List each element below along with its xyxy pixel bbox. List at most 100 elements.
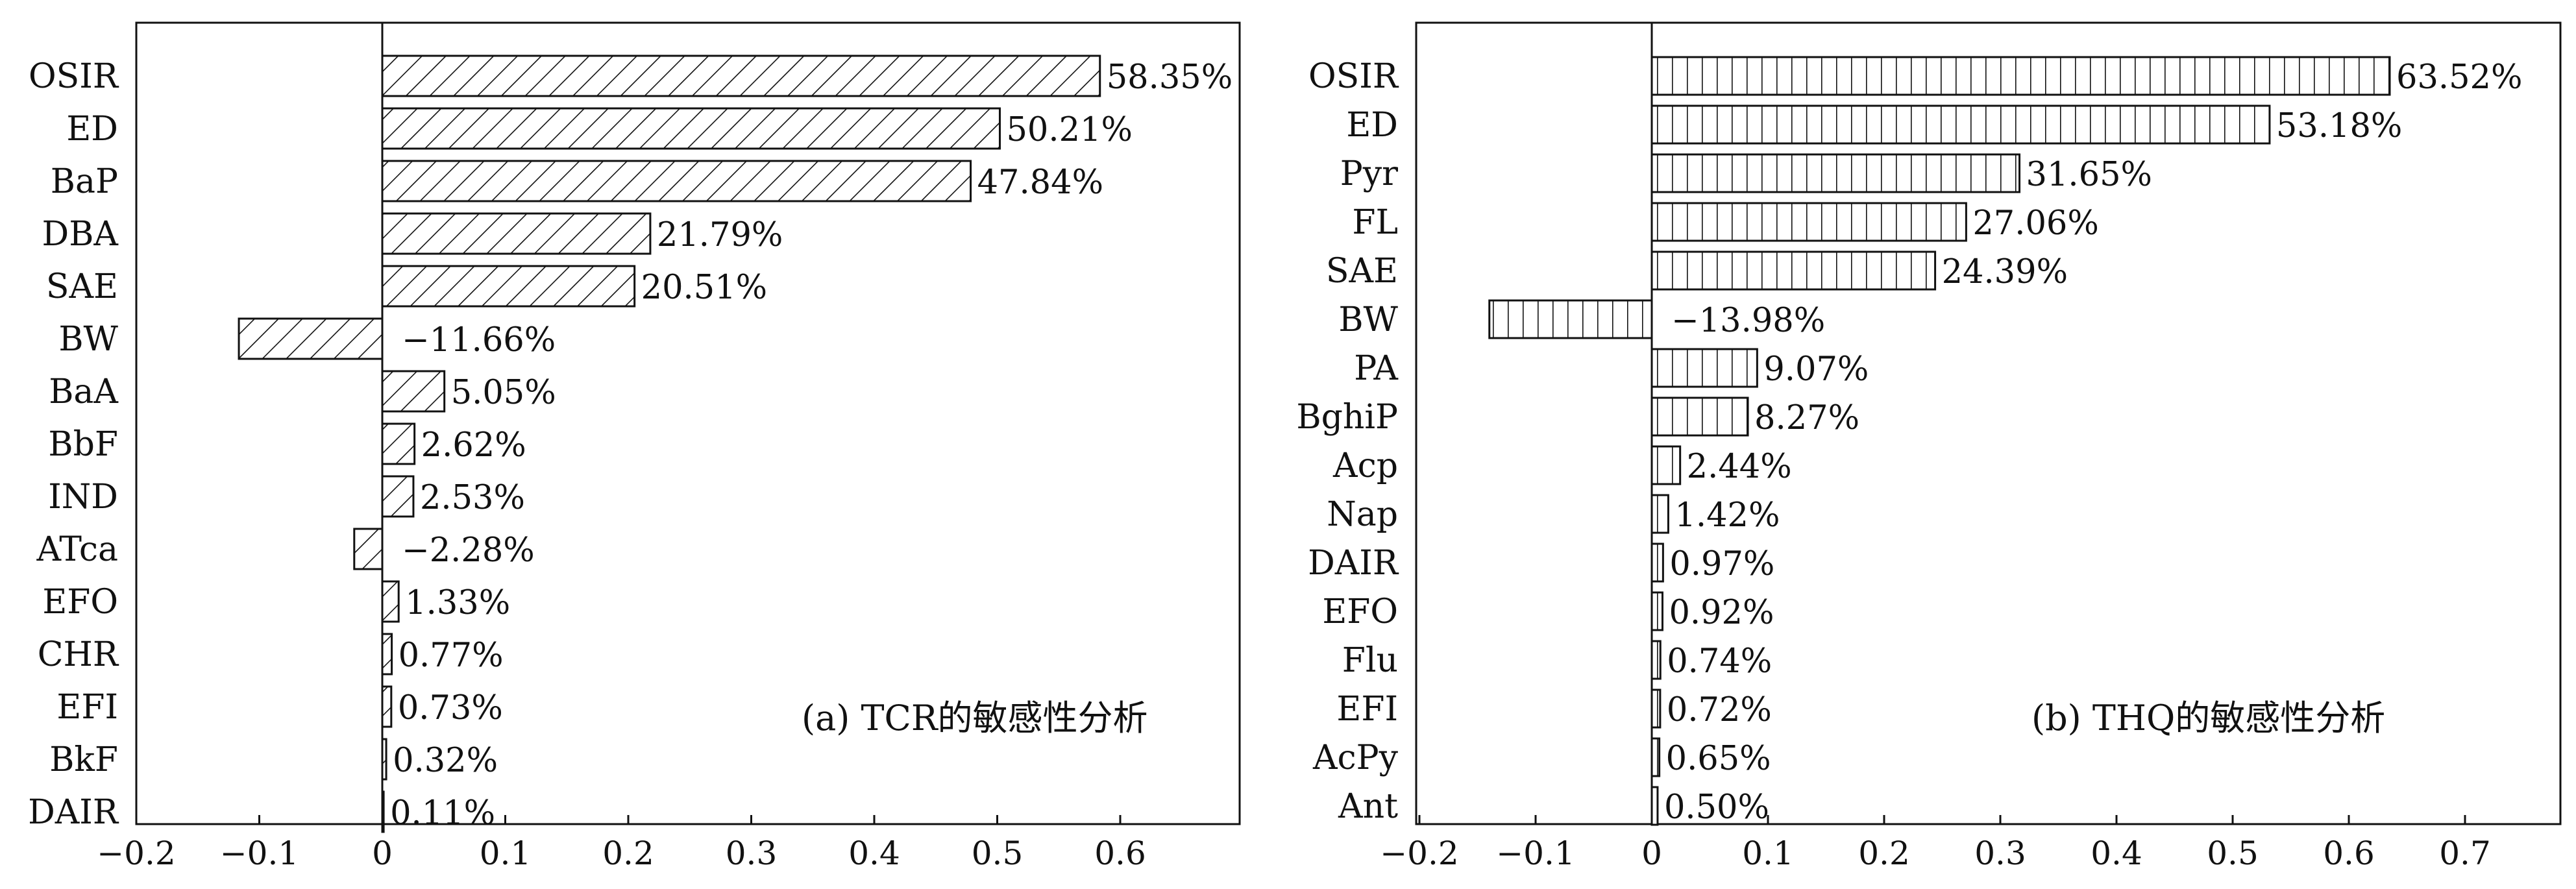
bar-nap xyxy=(1650,494,1669,534)
bar-pa xyxy=(1650,348,1758,388)
category-label: DAIR xyxy=(1308,544,1399,583)
category-label: BW xyxy=(58,320,118,359)
chart-panel-2: −0.2 −0.1 0 0.1 0.2 0.3 0.4 0.5 0.6 0.7 OSIR 63.52%… xyxy=(1296,21,2562,872)
category-label: Nap xyxy=(1327,495,1398,534)
bar-baa xyxy=(381,370,446,413)
value-label: 21.79% xyxy=(657,216,783,254)
value-label: −11.66% xyxy=(402,321,556,359)
bar-osir xyxy=(1650,56,2391,96)
bar-osir xyxy=(381,55,1101,97)
category-label: BaP xyxy=(51,162,118,201)
x-tick-label: 0.4 xyxy=(2091,834,2142,872)
panel-caption: (a) TCR的敏感性分析 xyxy=(802,698,1148,738)
bar-ind xyxy=(381,475,415,518)
value-label: 2.53% xyxy=(420,479,525,517)
bar-dba xyxy=(381,212,652,255)
category-label: DAIR xyxy=(28,793,119,832)
category-label: EFO xyxy=(42,583,118,622)
value-label: 1.42% xyxy=(1674,496,1780,535)
value-label: 20.51% xyxy=(641,269,767,307)
value-label: 27.06% xyxy=(1972,204,2098,243)
category-label: EFI xyxy=(1336,690,1398,729)
category-label: ED xyxy=(66,110,118,149)
x-tick-label: 0.2 xyxy=(1858,834,1910,872)
bar-flu xyxy=(1650,640,1662,680)
value-label: 0.73% xyxy=(398,689,503,727)
bar-sae xyxy=(381,265,636,308)
category-label: ATca xyxy=(36,530,118,569)
category-label: EFO xyxy=(1322,592,1398,631)
value-label: 50.21% xyxy=(1006,111,1132,149)
x-tick-label: 0 xyxy=(372,834,393,872)
x-tick-label: 0.6 xyxy=(1094,834,1146,872)
bar-acp xyxy=(1650,445,1682,485)
category-label: OSIR xyxy=(1308,57,1399,96)
bar-efi xyxy=(1650,688,1662,729)
bar-bw xyxy=(238,317,384,360)
bar-fl xyxy=(1650,202,1967,242)
x-tick-label: 0.2 xyxy=(602,834,654,872)
x-tick-label: −0.2 xyxy=(1380,834,1458,872)
value-label: 24.39% xyxy=(1942,253,2068,291)
category-label: BbF xyxy=(48,425,118,464)
value-label: 0.92% xyxy=(1669,594,1774,632)
value-label: 2.44% xyxy=(1687,448,1792,486)
value-label: 31.65% xyxy=(2026,156,2152,194)
category-label: Flu xyxy=(1342,641,1398,680)
category-label: ED xyxy=(1346,106,1398,145)
x-tick-label: 0.5 xyxy=(2207,834,2259,872)
x-tick-label: 0.6 xyxy=(2323,834,2375,872)
x-tick-label: 0 xyxy=(1641,834,1662,872)
plot-frame xyxy=(1415,21,2562,825)
plot-frame xyxy=(135,21,1241,825)
bar-bghip xyxy=(1650,396,1749,437)
value-label: 0.32% xyxy=(393,742,498,780)
bar-efo xyxy=(1650,591,1663,631)
x-tick-label: −0.1 xyxy=(1496,834,1575,872)
category-label: Acp xyxy=(1332,446,1398,485)
bar-acpy xyxy=(1650,737,1661,777)
x-tick-label: −0.1 xyxy=(220,834,299,872)
bar-efo xyxy=(381,580,400,623)
value-label: 0.65% xyxy=(1666,740,1771,778)
category-label: BW xyxy=(1338,300,1398,339)
category-label: BaA xyxy=(49,372,119,411)
value-label: 2.62% xyxy=(421,426,526,465)
x-tick-label: 0.4 xyxy=(848,834,900,872)
bar-dair xyxy=(381,790,385,833)
value-label: 8.27% xyxy=(1754,399,1859,437)
bar-ant xyxy=(1650,786,1659,826)
category-label: DBA xyxy=(42,215,119,254)
category-label: PA xyxy=(1354,349,1399,388)
value-label: 0.11% xyxy=(390,794,495,833)
category-label: BkF xyxy=(49,740,118,779)
bar-bkf xyxy=(381,738,387,781)
x-tick-label: 0.1 xyxy=(480,834,532,872)
value-label: 0.72% xyxy=(1667,691,1772,729)
bar-sae xyxy=(1650,250,1937,291)
bar-dair xyxy=(1650,542,1664,583)
value-label: −2.28% xyxy=(402,531,535,570)
bar-efi xyxy=(381,685,393,728)
value-label: 1.33% xyxy=(405,584,510,622)
panel-caption: (b) THQ的敏感性分析 xyxy=(2031,698,2385,738)
value-label: 5.05% xyxy=(451,374,556,412)
bar-chr xyxy=(381,633,393,676)
bar-atca xyxy=(353,528,384,570)
value-label: 47.84% xyxy=(977,164,1103,202)
value-label: −13.98% xyxy=(1671,302,1825,340)
x-tick-label: 0.5 xyxy=(972,834,1024,872)
category-label: IND xyxy=(48,478,118,517)
value-label: 63.52% xyxy=(2396,58,2522,97)
category-label: SAE xyxy=(1326,252,1398,291)
x-tick-label: −0.2 xyxy=(97,834,175,872)
category-label: AcPy xyxy=(1312,738,1399,777)
bar-ed xyxy=(1650,104,2271,145)
category-label: SAE xyxy=(46,267,118,306)
value-label: 0.74% xyxy=(1667,642,1772,681)
value-label: 0.50% xyxy=(1664,788,1769,827)
category-label: OSIR xyxy=(29,57,119,96)
x-tick-label: 0.1 xyxy=(1742,834,1794,872)
value-label: 53.18% xyxy=(2276,107,2402,145)
